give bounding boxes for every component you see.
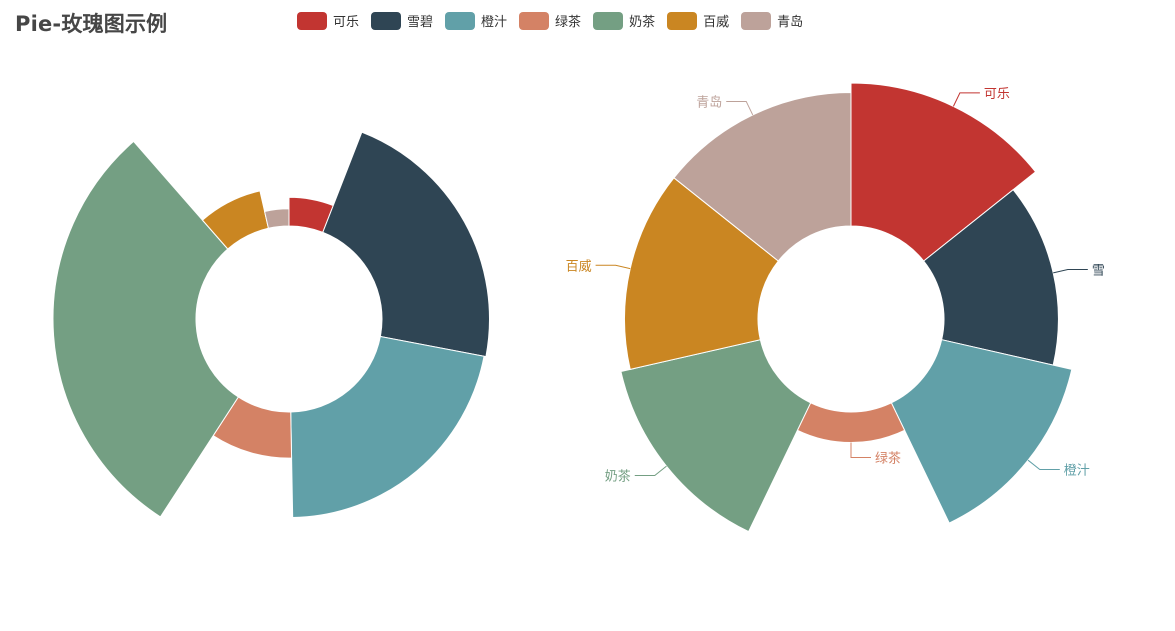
legend-item-tsingtao[interactable]: 青岛 — [741, 11, 803, 30]
legend-swatch-sprite — [371, 11, 402, 30]
legend-swatch-milk-tea — [593, 11, 624, 30]
right-slice-green-tea[interactable] — [796, 402, 906, 444]
legend-item-milk-tea[interactable]: 奶茶 — [593, 11, 655, 30]
legend-label-green-tea: 绿茶 — [555, 15, 582, 30]
legend-item-orange-juice[interactable]: 橙汁 — [445, 11, 507, 30]
legend-label-sprite: 雪碧 — [407, 15, 434, 30]
right-label-line-sprite — [1053, 269, 1088, 274]
right-label-line-tsingtao — [726, 100, 754, 116]
legend-swatch-budweiser — [667, 11, 698, 30]
right-label-budweiser: 百威 — [566, 259, 592, 274]
right-slice-tsingtao[interactable] — [673, 92, 852, 262]
left-slice-orange-juice[interactable] — [290, 335, 485, 519]
right-label-tsingtao: 青岛 — [696, 94, 722, 110]
right-label-line-orange-juice — [1027, 459, 1060, 471]
legend-item-budweiser[interactable]: 百威 — [667, 11, 729, 30]
right-slice-sprite[interactable] — [923, 188, 1059, 366]
right-slice-orange-juice[interactable] — [890, 339, 1073, 524]
right-label-line-milk-tea — [634, 465, 667, 476]
legend-swatch-cola — [297, 11, 327, 30]
right-slice-budweiser[interactable] — [624, 177, 779, 370]
legend-item-cola[interactable]: 可乐 — [297, 11, 359, 30]
left-slice-milk-tea[interactable] — [52, 140, 240, 518]
legend-label-milk-tea: 奶茶 — [629, 15, 656, 30]
left-slice-sprite[interactable] — [322, 131, 490, 358]
legend-label-tsingtao: 青岛 — [777, 15, 804, 30]
right-label-milk-tea: 奶茶 — [605, 469, 631, 485]
right-label-sprite: 雪 — [1092, 264, 1105, 279]
legend-swatch-tsingtao — [741, 11, 772, 30]
right-label-cola: 可乐 — [984, 87, 1010, 102]
chart-title: Pie-玫瑰图示例 — [15, 12, 168, 36]
legend-label-orange-juice: 橙汁 — [481, 15, 508, 30]
right-slice-cola[interactable] — [850, 82, 1037, 262]
right-label-orange-juice: 橙汁 — [1064, 464, 1090, 479]
legend: 可乐 雪碧 橙汁 绿茶 奶茶 百威 青岛 — [297, 11, 815, 30]
legend-label-cola: 可乐 — [333, 15, 360, 30]
legend-item-green-tea[interactable]: 绿茶 — [519, 11, 581, 30]
right-label-line-cola — [952, 92, 980, 107]
left-slice-tsingtao[interactable] — [264, 208, 290, 229]
legend-label-budweiser: 百威 — [703, 15, 730, 30]
right-label-line-budweiser — [595, 264, 631, 270]
left-slice-budweiser[interactable] — [201, 190, 270, 250]
right-label-green-tea: 绿茶 — [875, 451, 901, 467]
right-label-line-green-tea — [850, 442, 871, 459]
legend-swatch-orange-juice — [445, 11, 476, 30]
legend-item-sprite[interactable]: 雪碧 — [371, 11, 433, 30]
rose-chart-radius — [52, 131, 490, 519]
legend-swatch-green-tea — [519, 11, 550, 30]
right-slice-milk-tea[interactable] — [620, 339, 812, 533]
